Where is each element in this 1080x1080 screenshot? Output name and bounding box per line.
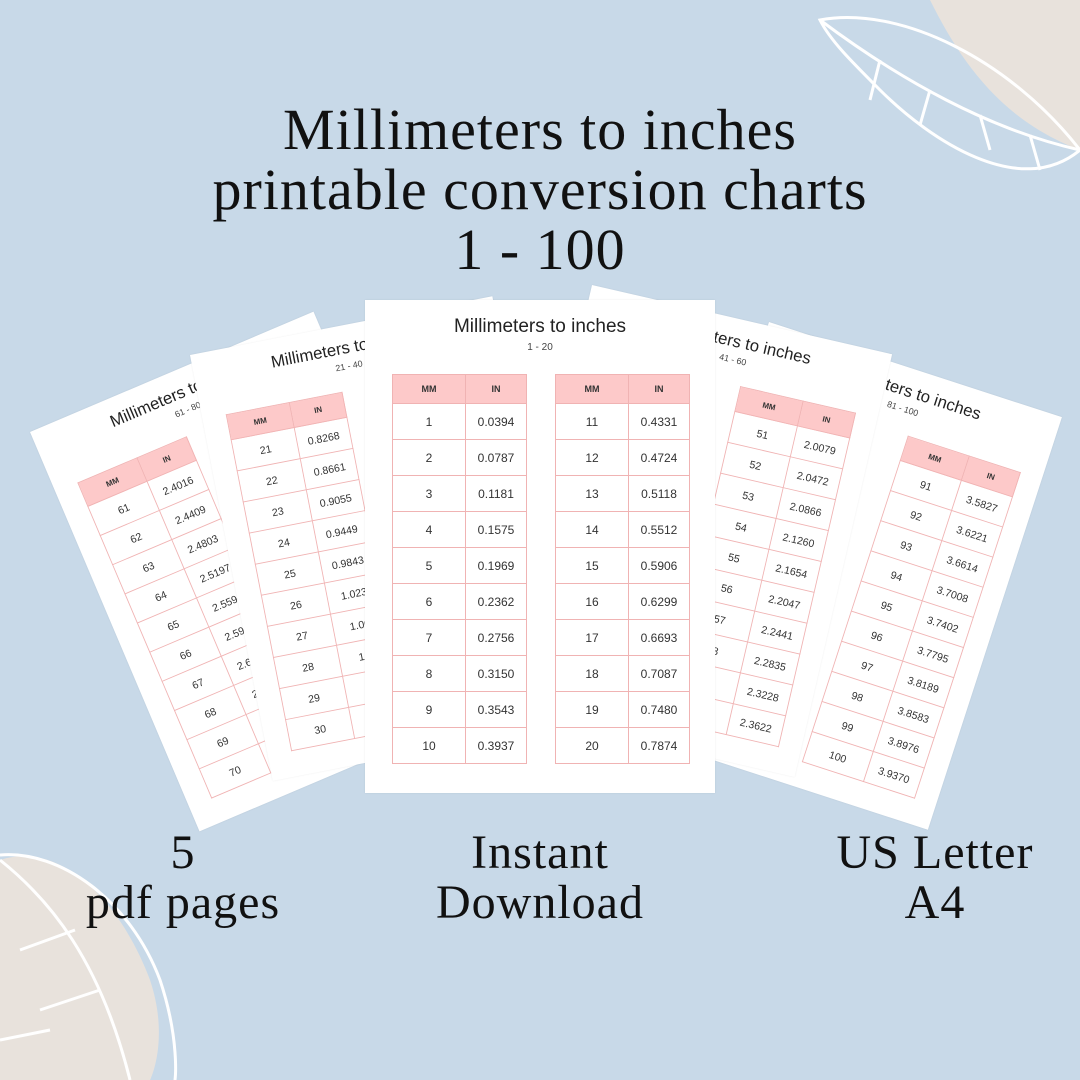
caption-line: US Letter bbox=[836, 826, 1034, 879]
table-row: 20 0.7874 bbox=[555, 727, 690, 764]
inch-value: 0.7480 bbox=[628, 691, 690, 728]
caption-line: 5 bbox=[170, 826, 196, 879]
inch-value: 0.5118 bbox=[628, 475, 690, 512]
caption-page-count: 5 pdf pages bbox=[23, 828, 343, 928]
headline-line-1: Millimeters to inches bbox=[283, 97, 797, 162]
conversion-table: MM IN 11 0.4331 12 0.4724 13 0.5118 14 0.5512 15 0.… bbox=[555, 374, 690, 764]
inch-value: 0.4331 bbox=[628, 403, 690, 440]
mm-value: 5 bbox=[392, 547, 466, 584]
inch-value: 0.2362 bbox=[465, 583, 527, 620]
table-row: 6 0.2362 bbox=[392, 583, 527, 620]
caption-line: pdf pages bbox=[85, 876, 281, 929]
caption-formats: US Letter A4 bbox=[775, 828, 1080, 928]
table-row: 17 0.6693 bbox=[555, 619, 690, 656]
table-header-row: MM IN bbox=[392, 374, 527, 404]
table-header-row: MM IN bbox=[555, 374, 690, 404]
table-row: 13 0.5118 bbox=[555, 475, 690, 512]
mm-value: 20 bbox=[555, 727, 629, 764]
table-row: 3 0.1181 bbox=[392, 475, 527, 512]
inch-value: 0.6693 bbox=[628, 619, 690, 656]
header-mm: MM bbox=[555, 374, 629, 404]
inch-value: 0.0394 bbox=[465, 403, 527, 440]
inch-value: 0.1575 bbox=[465, 511, 527, 548]
blob-bottom-left bbox=[0, 856, 159, 1080]
conversion-table: MM IN 1 0.0394 2 0.0787 3 0.1181 4 0.1575 5 0.1969 6… bbox=[392, 374, 527, 764]
mm-value: 12 bbox=[555, 439, 629, 476]
table-row: 15 0.5906 bbox=[555, 547, 690, 584]
caption-line: Download bbox=[436, 876, 644, 929]
inch-value: 0.3543 bbox=[465, 691, 527, 728]
mm-value: 19 bbox=[555, 691, 629, 728]
inch-value: 0.7874 bbox=[628, 727, 690, 764]
table-row: 8 0.3150 bbox=[392, 655, 527, 692]
mm-value: 1 bbox=[392, 403, 466, 440]
inch-value: 0.3150 bbox=[465, 655, 527, 692]
inch-value: 0.1181 bbox=[465, 475, 527, 512]
inch-value: 0.6299 bbox=[628, 583, 690, 620]
headline-line-3: 1 - 100 bbox=[454, 217, 626, 282]
inch-value: 0.1969 bbox=[465, 547, 527, 584]
mm-value: 9 bbox=[392, 691, 466, 728]
caption-line: A4 bbox=[904, 876, 966, 929]
mm-value: 15 bbox=[555, 547, 629, 584]
table-row: 1 0.0394 bbox=[392, 403, 527, 440]
mm-value: 10 bbox=[392, 727, 466, 764]
inch-value: 0.0787 bbox=[465, 439, 527, 476]
mm-value: 13 bbox=[555, 475, 629, 512]
mm-value: 6 bbox=[392, 583, 466, 620]
header-in: IN bbox=[628, 374, 690, 404]
mm-value: 7 bbox=[392, 619, 466, 656]
header-mm: MM bbox=[392, 374, 466, 404]
inch-value: 0.3937 bbox=[465, 727, 527, 764]
caption-line: Instant bbox=[471, 826, 609, 879]
inch-value: 0.7087 bbox=[628, 655, 690, 692]
mm-value: 11 bbox=[555, 403, 629, 440]
header-in: IN bbox=[465, 374, 527, 404]
table-row: 12 0.4724 bbox=[555, 439, 690, 476]
mm-value: 8 bbox=[392, 655, 466, 692]
inch-value: 0.2756 bbox=[465, 619, 527, 656]
table-row: 11 0.4331 bbox=[555, 403, 690, 440]
inch-value: 0.5512 bbox=[628, 511, 690, 548]
table-row: 14 0.5512 bbox=[555, 511, 690, 548]
blob-top-right bbox=[930, 0, 1080, 150]
mm-value: 18 bbox=[555, 655, 629, 692]
inch-value: 0.4724 bbox=[628, 439, 690, 476]
mm-value: 14 bbox=[555, 511, 629, 548]
mm-value: 2 bbox=[392, 439, 466, 476]
inch-value: 0.5906 bbox=[628, 547, 690, 584]
mm-value: 3 bbox=[392, 475, 466, 512]
mm-value: 4 bbox=[392, 511, 466, 548]
table-row: 4 0.1575 bbox=[392, 511, 527, 548]
mm-value: 16 bbox=[555, 583, 629, 620]
page-range: 1 - 20 bbox=[527, 342, 553, 353]
table-row: 19 0.7480 bbox=[555, 691, 690, 728]
table-row: 16 0.6299 bbox=[555, 583, 690, 620]
table-row: 5 0.1969 bbox=[392, 547, 527, 584]
page-title: Millimeters to inches bbox=[453, 316, 627, 337]
mm-value: 17 bbox=[555, 619, 629, 656]
caption-download: Instant Download bbox=[380, 828, 700, 928]
headline-line-2: printable conversion charts bbox=[212, 157, 868, 222]
table-row: 18 0.7087 bbox=[555, 655, 690, 692]
table-row: 9 0.3543 bbox=[392, 691, 527, 728]
table-row: 2 0.0787 bbox=[392, 439, 527, 476]
table-row: 10 0.3937 bbox=[392, 727, 527, 764]
table-row: 7 0.2756 bbox=[392, 619, 527, 656]
chart-page-1-20: Millimeters to inches 1 - 20 MM IN 1 0.0394 2 0… bbox=[365, 300, 715, 793]
